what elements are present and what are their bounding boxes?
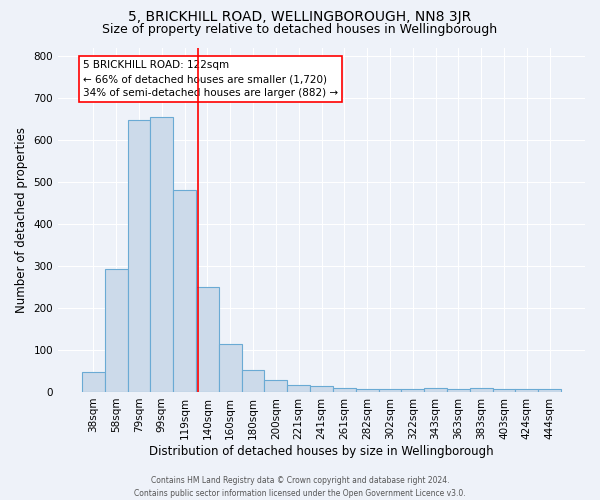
Bar <box>242 370 265 392</box>
Bar <box>219 344 242 392</box>
Bar <box>265 380 287 392</box>
Bar <box>333 388 356 392</box>
Bar <box>401 389 424 392</box>
Bar <box>447 389 470 392</box>
Bar <box>82 372 105 392</box>
Bar <box>151 117 173 392</box>
Bar <box>310 386 333 392</box>
Bar <box>196 287 219 392</box>
Bar <box>538 389 561 392</box>
Y-axis label: Number of detached properties: Number of detached properties <box>15 126 28 312</box>
Bar <box>173 190 196 392</box>
X-axis label: Distribution of detached houses by size in Wellingborough: Distribution of detached houses by size … <box>149 444 494 458</box>
Bar <box>287 385 310 392</box>
Bar <box>105 269 128 392</box>
Bar <box>356 389 379 392</box>
Bar <box>128 120 151 392</box>
Bar <box>470 388 493 392</box>
Bar <box>493 389 515 392</box>
Bar <box>424 388 447 392</box>
Text: Contains HM Land Registry data © Crown copyright and database right 2024.
Contai: Contains HM Land Registry data © Crown c… <box>134 476 466 498</box>
Text: 5, BRICKHILL ROAD, WELLINGBOROUGH, NN8 3JR: 5, BRICKHILL ROAD, WELLINGBOROUGH, NN8 3… <box>128 10 472 24</box>
Text: 5 BRICKHILL ROAD: 122sqm
← 66% of detached houses are smaller (1,720)
34% of sem: 5 BRICKHILL ROAD: 122sqm ← 66% of detach… <box>83 60 338 98</box>
Bar <box>515 389 538 392</box>
Text: Size of property relative to detached houses in Wellingborough: Size of property relative to detached ho… <box>103 22 497 36</box>
Bar <box>379 389 401 392</box>
